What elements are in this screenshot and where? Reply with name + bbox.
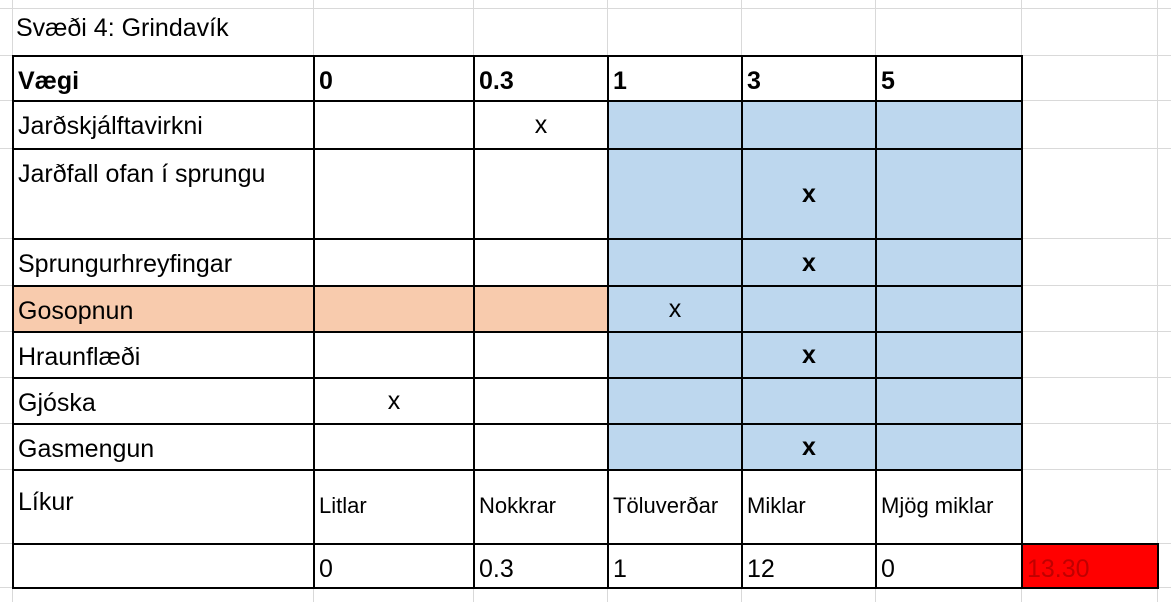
table-cell xyxy=(313,238,475,287)
table-cell xyxy=(741,377,877,425)
grid-line xyxy=(1157,0,1158,602)
table-cell xyxy=(875,423,1023,471)
grid-line xyxy=(0,8,1171,9)
table-cell xyxy=(473,148,609,240)
table-cell: 1 xyxy=(607,55,743,102)
table-cell xyxy=(607,331,743,379)
table-cell: 0.3 xyxy=(473,543,609,589)
table-cell: 5 xyxy=(875,55,1023,102)
table-cell xyxy=(607,423,743,471)
table-cell: Vægi xyxy=(12,55,315,102)
table-cell: Mjög miklar xyxy=(875,469,1023,545)
table-cell xyxy=(12,543,315,589)
table-cell xyxy=(875,331,1023,379)
table-cell: x xyxy=(473,100,609,150)
table-cell: 0.3 xyxy=(473,55,609,102)
table-cell: x xyxy=(313,377,475,425)
table-cell xyxy=(313,423,475,471)
table-cell: Nokkrar xyxy=(473,469,609,545)
table-cell: x xyxy=(741,238,877,287)
table-cell xyxy=(875,238,1023,287)
table-cell xyxy=(473,423,609,471)
table-cell: Jarðskjálftavirkni xyxy=(12,100,315,150)
table-cell xyxy=(473,377,609,425)
table-cell: Líkur xyxy=(12,469,315,545)
table-cell xyxy=(313,285,475,333)
table-cell: 13.30 xyxy=(1021,543,1159,589)
table-cell xyxy=(875,148,1023,240)
table-cell xyxy=(473,238,609,287)
table-cell xyxy=(741,100,877,150)
table-cell: Gasmengun xyxy=(12,423,315,471)
table-cell: 1 xyxy=(607,543,743,589)
table-cell xyxy=(313,148,475,240)
table-cell: 0 xyxy=(313,55,475,102)
table-cell xyxy=(313,100,475,150)
table-cell: 3 xyxy=(741,55,877,102)
table-cell: Gjóska xyxy=(12,377,315,425)
table-cell: x xyxy=(607,285,743,333)
table-cell xyxy=(607,100,743,150)
table-cell xyxy=(607,238,743,287)
table-cell: Töluverðar xyxy=(607,469,743,545)
table-cell xyxy=(607,377,743,425)
table-cell: Jarðfall ofan í sprungu xyxy=(12,148,315,240)
table-cell: 0 xyxy=(313,543,475,589)
table-cell: x xyxy=(741,423,877,471)
table-cell: x xyxy=(741,148,877,240)
table-cell xyxy=(313,331,475,379)
table-cell: Gosopnun xyxy=(12,285,315,333)
table-cell: Sprungurhreyfingar xyxy=(12,238,315,287)
table-cell xyxy=(473,285,609,333)
table-cell xyxy=(607,148,743,240)
table-cell: Miklar xyxy=(741,469,877,545)
table-cell: Litlar xyxy=(313,469,475,545)
table-cell: Hraunflæði xyxy=(12,331,315,379)
table-cell xyxy=(875,285,1023,333)
table-cell: x xyxy=(741,331,877,379)
table-cell: 12 xyxy=(741,543,877,589)
table-cell xyxy=(473,331,609,379)
table-cell xyxy=(741,285,877,333)
table-cell xyxy=(875,100,1023,150)
table-cell: 0 xyxy=(875,543,1023,589)
table-cell xyxy=(875,377,1023,425)
sheet-title: Svæði 4: Grindavík xyxy=(16,14,229,42)
